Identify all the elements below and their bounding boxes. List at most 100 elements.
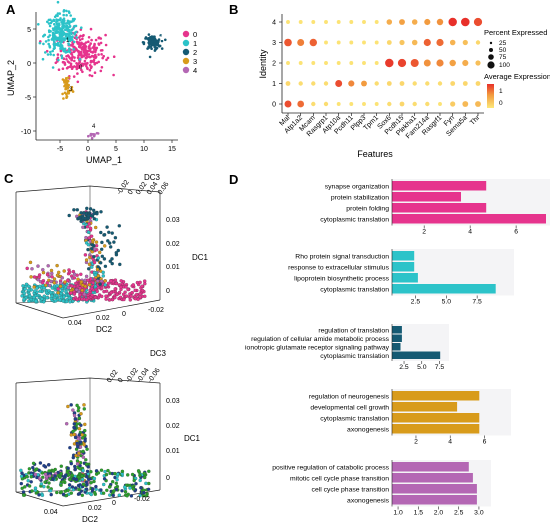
umap-point (88, 55, 92, 59)
umap-point (104, 43, 108, 47)
dotplot-dot (450, 101, 456, 107)
diffusion-point (134, 293, 139, 297)
diffusion-point (147, 481, 151, 486)
umap-point (92, 50, 95, 53)
umap-y-label: UMAP_2 (6, 60, 16, 96)
diffusion-point (46, 485, 50, 489)
diffusion-point (105, 225, 109, 229)
diffusion-point (101, 491, 106, 495)
umap-point (76, 80, 80, 84)
umap-point (70, 35, 74, 39)
umap-point (70, 85, 74, 89)
go-bar (392, 495, 477, 505)
diffusion-point (47, 463, 51, 467)
diffusion-point (125, 494, 129, 498)
diffusion-point (27, 484, 32, 488)
diffusion-point (49, 290, 53, 295)
diffusion-point (43, 480, 47, 484)
diffusion-point (112, 240, 116, 244)
diffusion-point (21, 490, 26, 494)
diffusion-point (33, 486, 38, 490)
diffusion-point (79, 412, 83, 416)
dotplot-dot (411, 39, 418, 46)
diffusion-point (80, 433, 84, 437)
umap-point (159, 34, 162, 37)
diffusion-point (68, 446, 72, 450)
diffusion-point (129, 294, 133, 298)
legend-label: 1 (193, 39, 197, 48)
diffusion-point (106, 281, 111, 285)
umap-point (87, 36, 91, 39)
umap-point (60, 56, 64, 60)
go-term-label: protein folding (346, 205, 389, 212)
diffusion-point (80, 288, 84, 292)
diffusion-point (79, 272, 83, 276)
dotplot-dot (462, 101, 469, 107)
diffusion-point (86, 247, 90, 252)
umap-cluster-label-4: 4 (92, 124, 96, 130)
umap-point (59, 43, 62, 46)
color-legend-tick: 1 (499, 88, 503, 95)
diffusion-point (27, 288, 31, 292)
legend-dot (182, 48, 190, 56)
diffusion-point (32, 275, 37, 279)
diffusion-point (55, 490, 59, 495)
umap-point (160, 39, 164, 43)
go-term-label: regulation of neurogenesis (309, 393, 390, 400)
diffusion-point (138, 292, 142, 296)
diffusion-point (108, 259, 113, 263)
diffusion-point (131, 487, 136, 491)
umap-point (77, 66, 81, 70)
umap-point (71, 20, 74, 23)
umap-point (63, 91, 67, 95)
umap-point (57, 58, 60, 62)
diffusion-point (75, 297, 79, 302)
diffusion-point (62, 269, 66, 273)
diffusion-point (110, 297, 115, 302)
dotplot-dot (374, 40, 379, 45)
umap-point (51, 66, 55, 69)
diffusion-point (97, 250, 102, 255)
diffusion-point (102, 257, 107, 261)
umap-point (49, 30, 52, 33)
umap-cluster-label-1: 1 (66, 38, 70, 44)
diffusion-point (80, 474, 84, 478)
diffusion-point (27, 299, 31, 303)
dotplot-ytick: 0 (272, 102, 276, 109)
umap-cluster-label-3: 3 (69, 87, 73, 93)
umap-cluster-label-0: 0 (79, 65, 83, 71)
diffusion-point (22, 493, 26, 497)
diffusion-point (55, 263, 59, 268)
umap-point (42, 35, 45, 38)
diffusion-point (100, 240, 104, 245)
legend-label: 4 (193, 66, 197, 75)
diffusion-point (76, 277, 80, 281)
diffusion-point (93, 284, 98, 288)
dotplot-dot (438, 102, 442, 106)
umap-point (73, 24, 76, 28)
umap-point (157, 38, 161, 41)
dotplot-dot (410, 58, 419, 68)
dotplot-dot (336, 102, 341, 106)
umap-point (63, 47, 67, 51)
diffusion-point (113, 287, 117, 291)
umap-point (86, 66, 89, 70)
diffusion-point (86, 477, 91, 481)
umap-point (55, 18, 58, 21)
diffusion-plot-lower: 0.02 0 -0.02 -0.04 -0.06 DC3 0.03 0.02 0… (15, 349, 201, 524)
go-bar (392, 284, 496, 294)
diffusion-point (85, 475, 89, 479)
diffusion-point (103, 469, 107, 474)
diffusion-point (118, 262, 122, 267)
umap-point (56, 0, 60, 4)
go-axis-tick: 1.0 (393, 510, 403, 517)
diffusion-point (75, 441, 79, 445)
go-bar (392, 473, 473, 483)
dc2-tick: 0.02 (88, 505, 102, 512)
diffusion-point (66, 466, 70, 470)
go-bar (392, 192, 461, 202)
go-bar (392, 402, 458, 412)
dotplot-dot (473, 17, 483, 27)
diffusion-point (109, 279, 113, 283)
diffusion-point (115, 478, 119, 482)
